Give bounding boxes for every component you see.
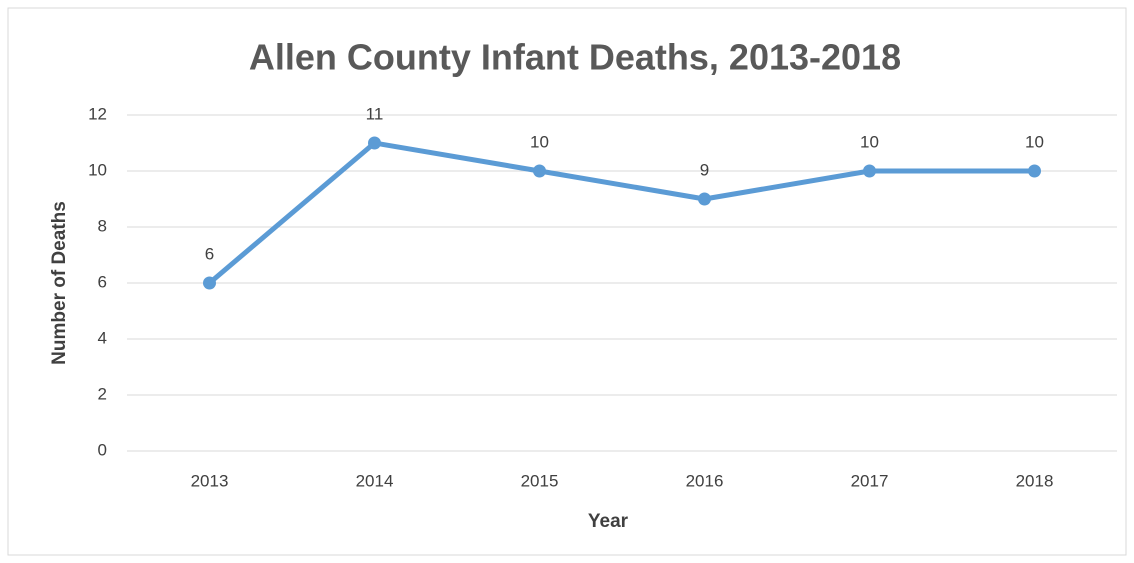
y-tick-label: 4 (98, 328, 107, 347)
data-label: 6 (205, 244, 214, 263)
x-tick-label: 2014 (356, 471, 394, 490)
y-tick-label: 6 (98, 272, 107, 291)
y-tick-label: 12 (88, 104, 107, 123)
y-tick-label: 10 (88, 160, 107, 179)
x-tick-label: 2015 (521, 471, 559, 490)
y-tick-label: 8 (98, 216, 107, 235)
x-tick-label: 2018 (1016, 471, 1054, 490)
x-tick-label: 2017 (851, 471, 889, 490)
data-label: 11 (366, 104, 384, 123)
data-point (368, 136, 381, 150)
data-point (1028, 164, 1041, 178)
y-axis-title: Number of Deaths (49, 201, 70, 365)
chart-title: Allen County Infant Deaths, 2013-2018 (249, 37, 901, 78)
data-point (533, 164, 546, 178)
x-tick-label: 2016 (686, 471, 724, 490)
data-label: 9 (700, 160, 709, 179)
chart-frame (7, 7, 1127, 556)
data-label: 10 (860, 132, 879, 151)
data-label: 10 (1025, 132, 1044, 151)
series-line (207, 140, 1035, 285)
y-tick-label: 2 (98, 384, 107, 403)
x-tick-label: 2013 (191, 471, 229, 490)
data-label: 10 (530, 132, 549, 151)
x-axis-title: Year (588, 511, 629, 532)
data-point (698, 192, 711, 206)
data-point (863, 164, 876, 178)
data-point (203, 276, 216, 290)
y-tick-label: 0 (98, 440, 107, 459)
